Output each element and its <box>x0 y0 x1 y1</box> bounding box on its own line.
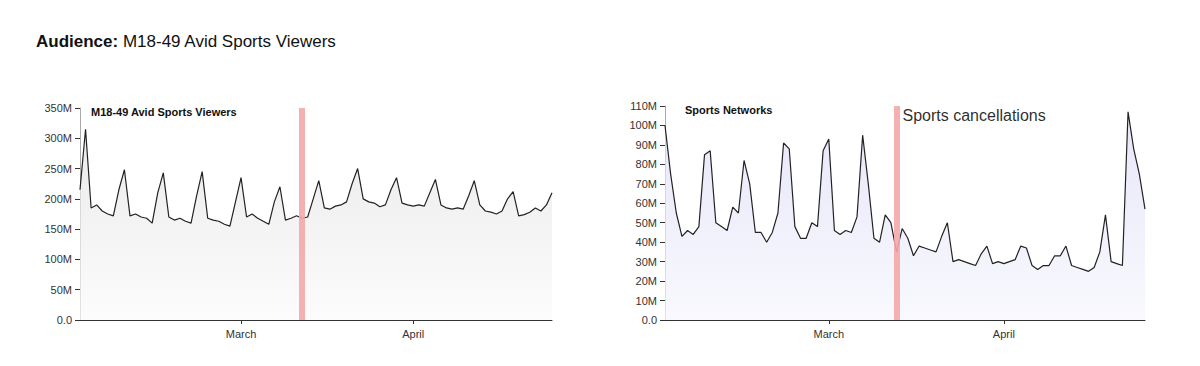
svg-text:70M: 70M <box>636 178 657 190</box>
svg-text:0.0: 0.0 <box>57 314 72 326</box>
html-text:Audience: M18-49 Avid Sports V: Audience: M18-49 Avid Sports Viewers <box>36 32 336 51</box>
svg-text:60M: 60M <box>636 197 657 209</box>
svg-text:March: March <box>813 328 844 340</box>
svg-text:80M: 80M <box>636 158 657 170</box>
svg-text:200M: 200M <box>44 193 72 205</box>
svg-text:90M: 90M <box>636 139 657 151</box>
svg-text:110M: 110M <box>630 100 657 112</box>
svg-text:150M: 150M <box>44 223 72 235</box>
svg-text:50M: 50M <box>636 217 657 229</box>
svg-text:30M: 30M <box>636 256 657 268</box>
svg-text:20M: 20M <box>636 275 657 287</box>
svg-text:250M: 250M <box>44 163 72 175</box>
svg-text:10M: 10M <box>636 295 657 307</box>
svg-text:50M: 50M <box>51 284 72 296</box>
svg-text:100M: 100M <box>629 119 657 131</box>
svg-text:100M: 100M <box>44 253 72 265</box>
svg-text:40M: 40M <box>636 236 657 248</box>
svg-text:M18-49 Avid Sports Viewers: M18-49 Avid Sports Viewers <box>91 106 237 118</box>
svg-text:April: April <box>993 328 1015 340</box>
svg-text:0.0: 0.0 <box>642 314 657 326</box>
svg-text:March: March <box>226 328 257 340</box>
svg-text:Sports Networks: Sports Networks <box>685 104 772 116</box>
svg-text:300M: 300M <box>44 132 72 144</box>
svg-text:Sports cancellations: Sports cancellations <box>903 107 1046 124</box>
svg-text:April: April <box>402 328 424 340</box>
svg-text:350M: 350M <box>44 102 72 114</box>
